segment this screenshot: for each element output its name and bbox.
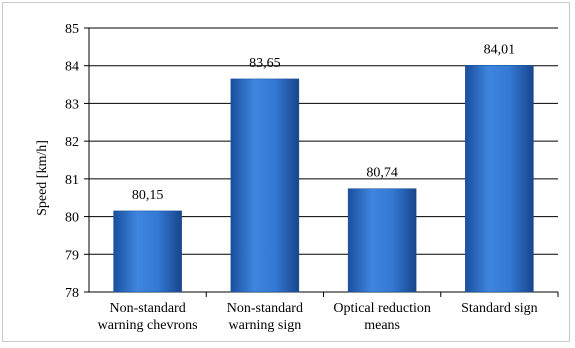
y-tick-label: 81 [65, 173, 79, 188]
labels: 80,15 Non-standard warning chevrons 83,65 No… [98, 42, 538, 333]
data-label: 84,01 [484, 42, 516, 57]
data-label: 80,74 [366, 166, 398, 181]
x-category-label: Non-standard [227, 301, 303, 316]
x-category-label: Non-standard [110, 301, 186, 316]
x-category-label: warning chevrons [98, 318, 198, 333]
bar [113, 210, 182, 293]
x-category-label: Optical reduction [333, 301, 431, 316]
y-tick-label: 80 [65, 211, 79, 226]
y-tick-label: 84 [65, 60, 79, 75]
bars [113, 65, 534, 293]
bar [230, 78, 300, 293]
bar [465, 65, 534, 293]
y-tick-label: 78 [65, 286, 79, 301]
data-label: 83,65 [249, 56, 281, 71]
y-tick-label: 83 [65, 97, 79, 112]
y-tick-label: 82 [65, 135, 79, 150]
data-label: 80,15 [132, 188, 164, 203]
y-tick-label: 85 [65, 22, 79, 37]
x-category-label: warning sign [229, 318, 302, 333]
x-category-label: Standard sign [461, 301, 538, 316]
bar [347, 188, 417, 293]
y-axis-title: Speed [km/h] [35, 140, 50, 216]
x-category-label: means [364, 318, 400, 333]
y-tick-label: 79 [65, 248, 79, 263]
